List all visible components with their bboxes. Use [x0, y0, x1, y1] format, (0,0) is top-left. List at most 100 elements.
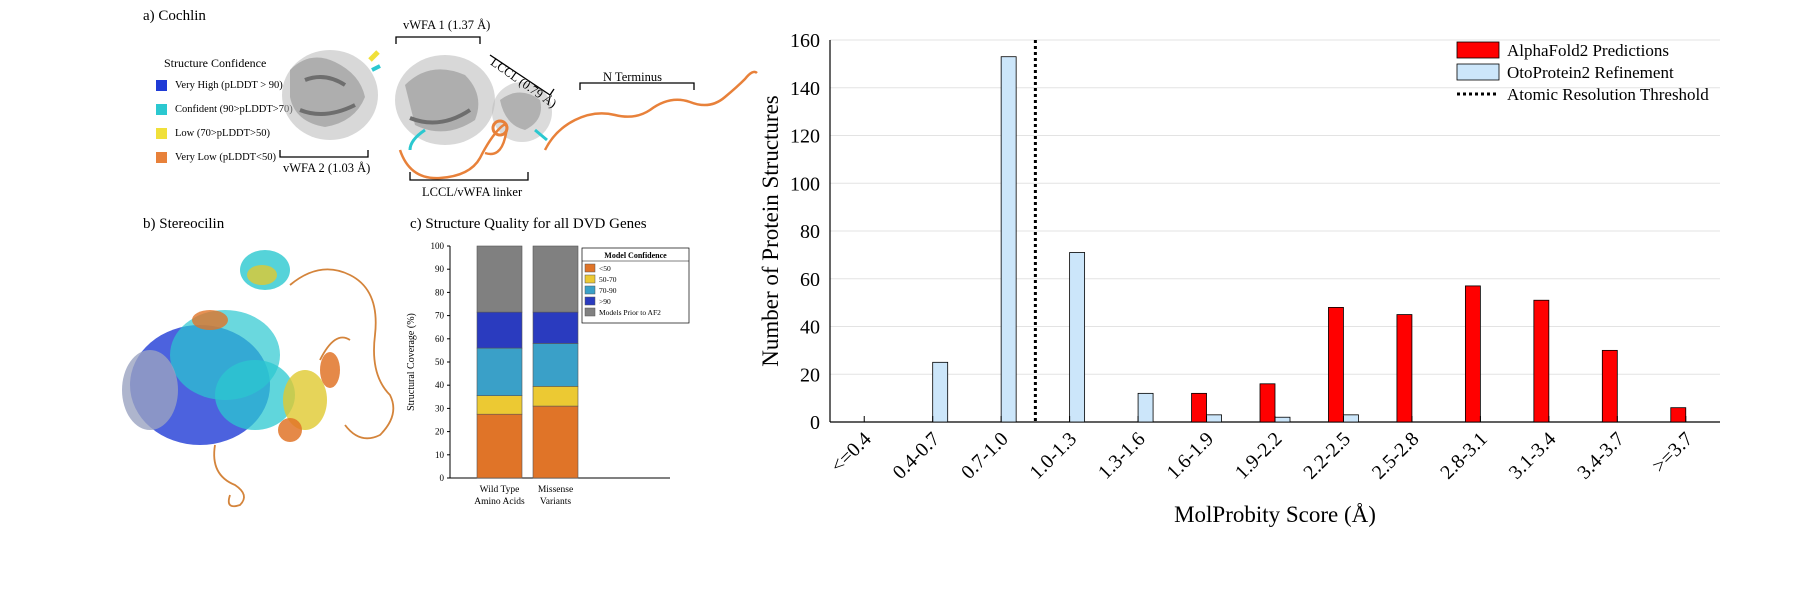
legend-label: Very High (pLDDT > 90) [175, 79, 283, 91]
n-terminus-coil [543, 70, 758, 151]
c-stacked-segment [476, 245, 523, 313]
d-legend-swatch [1456, 41, 1500, 59]
protein-illustrations [122, 36, 758, 508]
c-legend-swatch [584, 296, 596, 306]
vwfa2-domain [282, 50, 381, 140]
d-legend-swatch [1456, 63, 1500, 81]
vwfa1-domain [395, 55, 495, 151]
d-x-tick-label: >=3.7 [1648, 428, 1697, 477]
c-category-label: Missense [538, 485, 573, 495]
panel-c-title: c) Structure Quality for all DVD Genes [410, 216, 647, 232]
confidence-legend-item: Very Low (pLDDT<50) [156, 145, 296, 169]
structure-confidence-legend-items: Very High (pLDDT > 90) Confident (90>pLDD… [156, 73, 296, 169]
c-legend-title: Model Confidence [604, 251, 667, 260]
c-category-label: Variants [540, 497, 571, 507]
c-legend-label: <50 [599, 264, 611, 273]
legend-label: Confident (90>pLDDT>70) [175, 103, 293, 115]
c-y-tick-label: 10 [435, 450, 445, 460]
d-x-tick-label: 3.4-3.7 [1573, 428, 1629, 484]
d-y-tick-label: 80 [800, 221, 820, 243]
d-x-axis-label: MolProbity Score (Å) [1174, 502, 1376, 527]
legend-swatch [156, 127, 167, 139]
d-bar-alphafold2 [1533, 299, 1550, 423]
d-y-tick-label: 60 [800, 269, 820, 291]
legend-label: Very Low (pLDDT<50) [175, 151, 276, 163]
confidence-legend-item: Confident (90>pLDDT>70) [156, 97, 296, 121]
d-bar-alphafold2 [1328, 306, 1344, 423]
c-stacked-segment [532, 311, 579, 344]
d-x-tick-label: 2.8-3.1 [1436, 428, 1492, 484]
c-y-tick-label: 20 [435, 427, 445, 437]
d-y-tick-label: 20 [800, 364, 820, 386]
d-y-tick-label: 100 [790, 173, 820, 195]
c-stacked-segment [532, 405, 579, 479]
n-terminus-label: N Terminus [603, 70, 662, 84]
linker-label: LCCL/vWFA linker [422, 185, 523, 199]
d-x-tick-label: 2.5-2.8 [1368, 428, 1424, 484]
d-bar-alphafold2 [1670, 407, 1687, 423]
d-y-tick-label: 120 [790, 126, 820, 148]
c-legend-swatch [584, 263, 596, 273]
panel-a-title: a) Cochlin [143, 8, 206, 24]
c-category-label: Wild Type [480, 485, 520, 495]
d-x-tick-label: <=0.4 [827, 428, 876, 477]
d-bar-otoprotein2 [1206, 414, 1222, 423]
d-bar-alphafold2 [1191, 392, 1207, 423]
stereocilin-structure [122, 250, 395, 508]
vwfa1-label: vWFA 1 (1.37 Å) [403, 18, 491, 32]
d-legend-label: Atomic Resolution Threshold [1507, 85, 1709, 104]
d-bar-otoprotein2 [1069, 252, 1086, 423]
d-x-tick-label: 1.6-1.9 [1162, 428, 1218, 484]
c-legend-box [581, 247, 690, 324]
d-x-tick-label: 2.2-2.5 [1299, 428, 1355, 484]
d-y-axis-label: Number of Protein Structures [758, 95, 783, 367]
c-legend-label: 50-70 [599, 275, 617, 284]
d-bar-alphafold2 [1396, 314, 1413, 423]
legend-swatch [156, 79, 167, 91]
c-stacked-segment [476, 395, 523, 415]
legend-swatch [156, 103, 167, 115]
c-stacked-segment [532, 245, 579, 313]
c-legend-label: 70-90 [599, 286, 617, 295]
d-bar-otoprotein2 [932, 361, 949, 423]
d-x-tick-label: 0.4-0.7 [889, 428, 945, 484]
d-x-tick-label: 1.9-2.2 [1231, 428, 1287, 484]
d-y-tick-label: 40 [800, 317, 820, 339]
c-y-tick-label: 70 [435, 311, 445, 321]
c-y-tick-label: 60 [435, 334, 445, 344]
d-bar-otoprotein2 [1274, 416, 1291, 423]
molprobity-histogram: 0 20 40 60 80 100 120 140 160 <=0.4 0.4-0.7 0.7-1.0… [758, 30, 1720, 527]
d-x-tick-label: 1.3-1.6 [1094, 428, 1150, 484]
c-y-tick-label: 100 [431, 241, 445, 251]
legend-label: Low (70>pLDDT>50) [175, 127, 270, 139]
c-y-tick-label: 30 [435, 403, 445, 413]
d-legend-label: AlphaFold2 Predictions [1507, 41, 1669, 60]
c-legend-label: >90 [599, 297, 611, 306]
c-y-tick-label: 90 [435, 264, 445, 274]
c-legend-swatch [584, 274, 596, 284]
c-y-tick-label: 50 [435, 357, 445, 367]
c-y-tick-label: 40 [435, 380, 445, 390]
c-legend-swatch [584, 285, 596, 295]
confidence-legend-item: Very High (pLDDT > 90) [156, 73, 296, 97]
d-bar-alphafold2 [1259, 383, 1276, 423]
c-legend-swatch [584, 307, 596, 317]
confidence-legend-item: Low (70>pLDDT>50) [156, 121, 296, 145]
d-bar-alphafold2 [1464, 285, 1481, 423]
vwfa2-label: vWFA 2 (1.03 Å) [283, 161, 371, 175]
d-bar-otoprotein2 [1137, 392, 1154, 423]
d-y-tick-label: 160 [790, 30, 820, 52]
d-x-tick-label: 3.1-3.4 [1505, 428, 1561, 484]
c-stacked-segment [476, 413, 523, 479]
c-legend-label: Models Prior to AF2 [599, 308, 661, 317]
c-y-tick-label: 0 [440, 473, 445, 483]
dvd-structure-quality-chart: 0 10 20 30 40 50 60 70 80 90 100 Structural Coverag… [406, 241, 690, 507]
structure-confidence-legend-title: Structure Confidence [164, 56, 267, 70]
c-stacked-segment [532, 343, 579, 387]
c-y-axis-label: Structural Coverage (%) [406, 313, 417, 411]
legend-swatch [156, 151, 167, 163]
d-bar-alphafold2 [1601, 349, 1618, 423]
d-y-tick-label: 140 [790, 78, 820, 100]
c-y-tick-label: 80 [435, 287, 445, 297]
c-stacked-segment [476, 311, 523, 349]
